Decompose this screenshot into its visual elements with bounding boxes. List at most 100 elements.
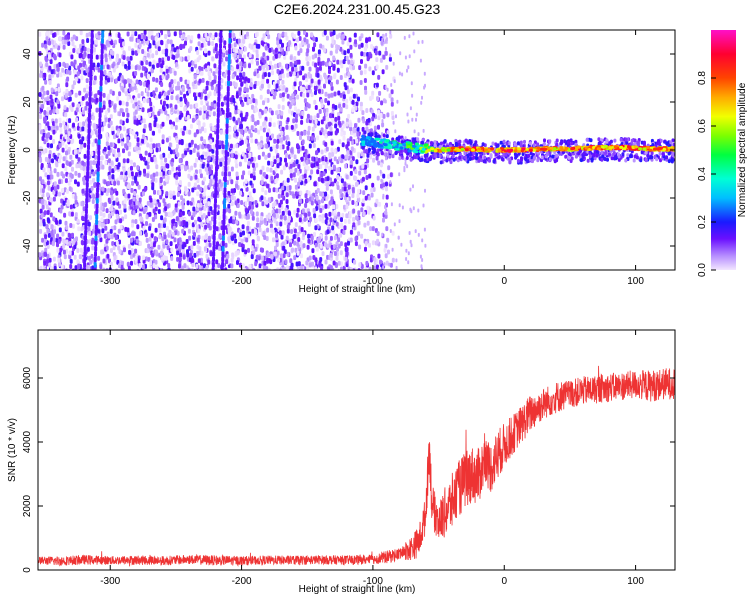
noise-point: [253, 121, 257, 127]
noise-point: [175, 85, 179, 91]
noise-point: [329, 265, 333, 270]
noise-point: [166, 203, 170, 209]
noise-point: [63, 212, 67, 218]
noise-point: [268, 121, 272, 127]
noise-point: [332, 65, 336, 71]
noise-point: [78, 139, 82, 145]
noise-point: [92, 62, 96, 68]
noise-point: [301, 111, 305, 116]
noise-point: [132, 210, 136, 216]
noise-point: [311, 195, 315, 201]
noise-point: [72, 122, 75, 128]
noise-point: [286, 228, 290, 234]
noise-point: [254, 32, 258, 38]
noise-point: [361, 126, 365, 132]
noise-point: [255, 43, 259, 49]
noise-point: [91, 228, 95, 234]
noise-point: [117, 152, 121, 158]
noise-point: [371, 116, 375, 122]
noise-point: [317, 56, 321, 62]
noise-point: [58, 143, 62, 148]
noise-point: [128, 142, 132, 147]
noise-point: [200, 70, 204, 76]
noise-point: [230, 166, 234, 172]
noise-point: [117, 245, 121, 251]
noise-point: [150, 68, 154, 74]
noise-point: [59, 72, 63, 78]
noise-point: [341, 212, 345, 218]
noise-point: [130, 254, 133, 260]
noise-point: [43, 251, 47, 257]
noise-point: [48, 65, 52, 71]
noise-point: [208, 110, 212, 116]
noise-point: [237, 38, 241, 44]
noise-point: [172, 190, 176, 196]
noise-point: [287, 46, 290, 52]
noise-point: [148, 42, 152, 48]
noise-point: [125, 101, 129, 107]
noise-point: [78, 254, 82, 260]
noise-point: [382, 113, 386, 119]
noise-point: [200, 136, 204, 142]
noise-point: [177, 166, 181, 172]
noise-point: [340, 222, 344, 228]
noise-point: [344, 163, 348, 169]
noise-point: [44, 43, 48, 49]
noise-point: [280, 110, 284, 116]
noise-point: [91, 245, 95, 251]
noise-point: [311, 126, 315, 132]
noise-point: [280, 169, 284, 175]
noise-point: [266, 257, 270, 263]
noise-point: [206, 218, 210, 223]
noise-point: [385, 32, 388, 37]
noise-point: [95, 107, 99, 113]
noise-point: [292, 172, 296, 178]
noise-point: [409, 207, 412, 212]
noise-point: [188, 62, 191, 68]
noise-point: [279, 39, 283, 45]
noise-point: [199, 193, 203, 199]
noise-point: [143, 66, 147, 72]
noise-point: [267, 83, 271, 89]
noise-point: [110, 206, 114, 212]
noise-point: [252, 269, 255, 270]
noise-point: [43, 260, 47, 266]
noise-point: [376, 264, 379, 270]
noise-point: [126, 158, 130, 164]
noise-point: [83, 70, 87, 76]
noise-point: [127, 243, 131, 249]
noise-point: [149, 148, 153, 154]
noise-point: [180, 140, 184, 146]
noise-point: [273, 159, 277, 165]
noise-point: [65, 160, 69, 166]
noise-point: [299, 135, 302, 141]
noise-point: [274, 47, 278, 53]
noise-point: [332, 229, 336, 235]
noise-point: [253, 71, 257, 77]
noise-point: [296, 250, 300, 256]
noise-point: [112, 245, 116, 251]
noise-point: [188, 88, 192, 94]
noise-point: [111, 90, 115, 96]
noise-point: [122, 167, 126, 173]
noise-point: [119, 218, 123, 224]
noise-point: [319, 61, 323, 67]
noise-point: [256, 60, 259, 66]
noise-point: [323, 108, 326, 114]
noise-point: [240, 200, 244, 205]
noise-point: [167, 267, 171, 270]
noise-point: [209, 251, 213, 257]
noise-point: [332, 164, 336, 170]
noise-point: [45, 224, 49, 229]
noise-point: [250, 196, 254, 202]
noise-point: [134, 70, 138, 76]
noise-point: [208, 75, 212, 81]
noise-point: [234, 210, 238, 216]
noise-point: [227, 190, 231, 196]
noise-point: [152, 143, 156, 149]
noise-point: [140, 60, 144, 66]
noise-point: [69, 264, 73, 269]
noise-point: [138, 241, 142, 246]
noise-point: [306, 269, 308, 270]
noise-point: [68, 96, 72, 102]
